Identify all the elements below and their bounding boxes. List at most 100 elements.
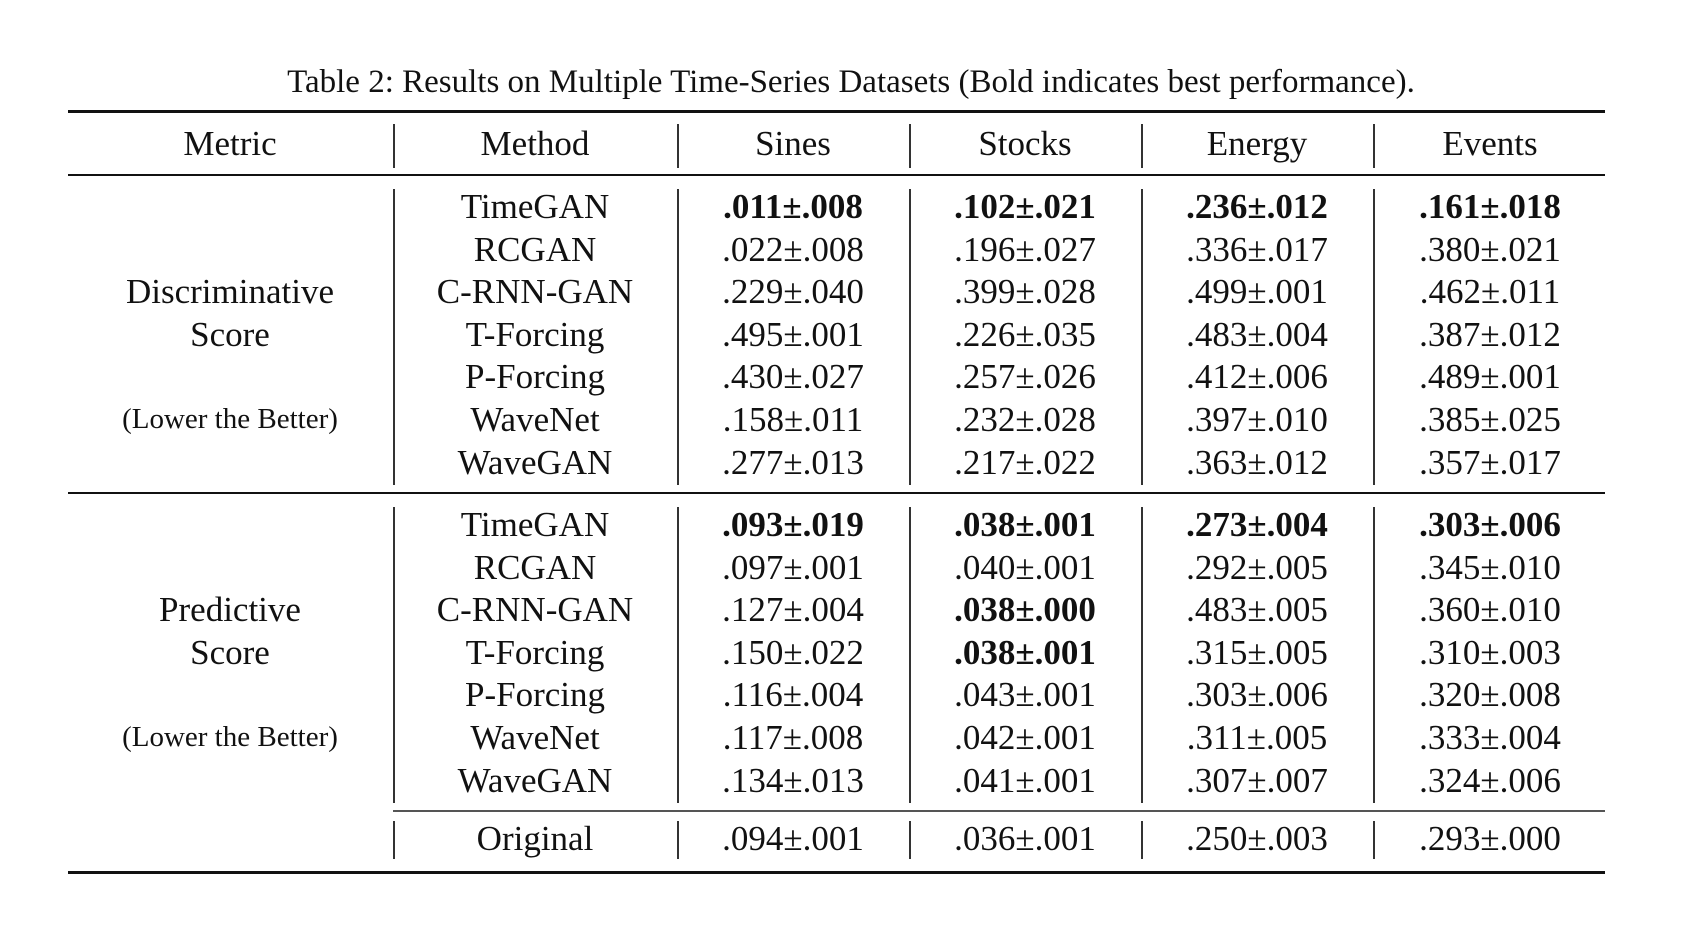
column-divider [393,124,395,168]
column-divider [1373,821,1375,859]
table-caption: Table 2: Results on Multiple Time-Series… [287,64,1415,100]
method-name: WaveGAN [457,442,613,482]
score-cell-stocks: .399±.028 [954,272,1096,312]
score-cell-stocks: .102±.021 [954,187,1096,226]
column-divider [393,821,395,859]
column-divider [1141,124,1143,168]
score-cell-events: .387±.012 [1419,314,1561,354]
method-name: WaveGAN [457,760,613,800]
column-divider [677,507,679,804]
method-name: T-Forcing [465,314,605,354]
score-cell-energy: .483±.005 [1186,590,1328,630]
column-header-events: Events [1442,124,1538,163]
score-cell-sines: .011±.008 [723,187,863,226]
column-divider [1141,507,1143,804]
method-name: WaveNet [470,400,600,439]
score-cell-energy: .307±.007 [1186,760,1328,800]
metric-label: Score [190,632,270,672]
score-cell-stocks: .040±.001 [954,547,1096,587]
score-cell-energy: .483±.004 [1186,314,1328,354]
method-name: TimeGAN [460,505,610,544]
score-cell-stocks: .038±.001 [954,505,1096,544]
score-cell-sines: .097±.001 [722,547,864,587]
original-score-energy: .250±.003 [1186,819,1328,858]
method-name-original: Original [476,819,594,858]
metric-note: (Lower the Better) [122,403,338,435]
metric-note: (Lower the Better) [122,721,338,753]
method-name: P-Forcing [465,675,605,715]
score-cell-sines: .116±.004 [722,675,864,715]
column-divider [1141,189,1143,486]
column-divider [909,821,911,859]
bottom-rule [68,871,1605,874]
score-cell-events: .489±.001 [1419,357,1561,397]
score-cell-events: .324±.006 [1419,760,1561,800]
score-cell-energy: .303±.006 [1186,675,1328,715]
score-cell-sines: .134±.013 [722,760,864,800]
column-divider [393,507,395,804]
column-divider [1373,507,1375,804]
score-cell-events: .333±.004 [1419,718,1561,757]
original-score-events: .293±.000 [1419,819,1561,858]
score-cell-energy: .292±.005 [1186,547,1328,587]
method-name: TimeGAN [460,187,610,226]
column-divider [909,189,911,486]
score-cell-sines: .277±.013 [722,442,864,482]
score-cell-stocks: .232±.028 [954,400,1096,439]
original-score-stocks: .036±.001 [954,819,1096,858]
score-cell-sines: .117±.008 [722,718,864,757]
score-cell-energy: .311±.005 [1186,718,1328,757]
score-cell-stocks: .217±.022 [954,442,1096,482]
score-cell-energy: .397±.010 [1186,400,1328,439]
score-cell-events: .357±.017 [1419,442,1561,482]
score-cell-events: .385±.025 [1419,400,1561,439]
column-header-method: Method [480,124,590,163]
score-cell-energy: .236±.012 [1186,187,1328,226]
column-divider [909,507,911,804]
score-cell-stocks: .042±.001 [954,718,1096,757]
score-cell-sines: .430±.027 [722,357,864,397]
score-cell-sines: .495±.001 [722,314,864,354]
score-cell-sines: .158±.011 [722,400,864,439]
score-cell-events: .320±.008 [1419,675,1561,715]
original-rule [393,810,1605,812]
score-cell-stocks: .038±.001 [954,632,1096,672]
method-name: RCGAN [473,547,597,587]
top-rule [68,110,1605,113]
score-cell-sines: .093±.019 [722,505,864,544]
metric-label: Discriminative [125,272,334,312]
column-divider [1373,124,1375,168]
score-cell-energy: .315±.005 [1186,632,1328,672]
column-divider [1373,189,1375,486]
score-cell-sines: .127±.004 [722,590,864,630]
metric-label: Predictive [159,590,301,630]
score-cell-events: .360±.010 [1419,590,1561,630]
score-cell-events: .345±.010 [1419,547,1561,587]
score-cell-sines: .229±.040 [722,272,864,312]
metric-label: Score [190,314,270,354]
header-rule [68,174,1605,176]
column-divider [1141,821,1143,859]
column-header-energy: Energy [1206,124,1308,163]
score-cell-events: .310±.003 [1419,632,1561,672]
method-name: C-RNN-GAN [436,272,634,312]
score-cell-sines: .022±.008 [722,229,864,269]
method-name: P-Forcing [465,357,605,397]
column-header-stocks: Stocks [978,124,1072,163]
score-cell-stocks: .226±.035 [954,314,1096,354]
score-cell-stocks: .043±.001 [954,675,1096,715]
column-divider [677,821,679,859]
column-divider [393,189,395,486]
method-name: RCGAN [473,229,597,269]
score-cell-stocks: .257±.026 [954,357,1096,397]
method-name: WaveNet [470,718,600,757]
score-cell-stocks: .041±.001 [954,760,1096,800]
score-cell-events: .303±.006 [1419,505,1561,544]
score-cell-energy: .336±.017 [1186,229,1328,269]
column-divider [677,189,679,486]
score-cell-stocks: .038±.000 [954,590,1096,630]
column-divider [909,124,911,168]
score-cell-events: .161±.018 [1419,187,1561,226]
score-cell-energy: .363±.012 [1186,442,1328,482]
score-cell-energy: .273±.004 [1186,505,1328,544]
